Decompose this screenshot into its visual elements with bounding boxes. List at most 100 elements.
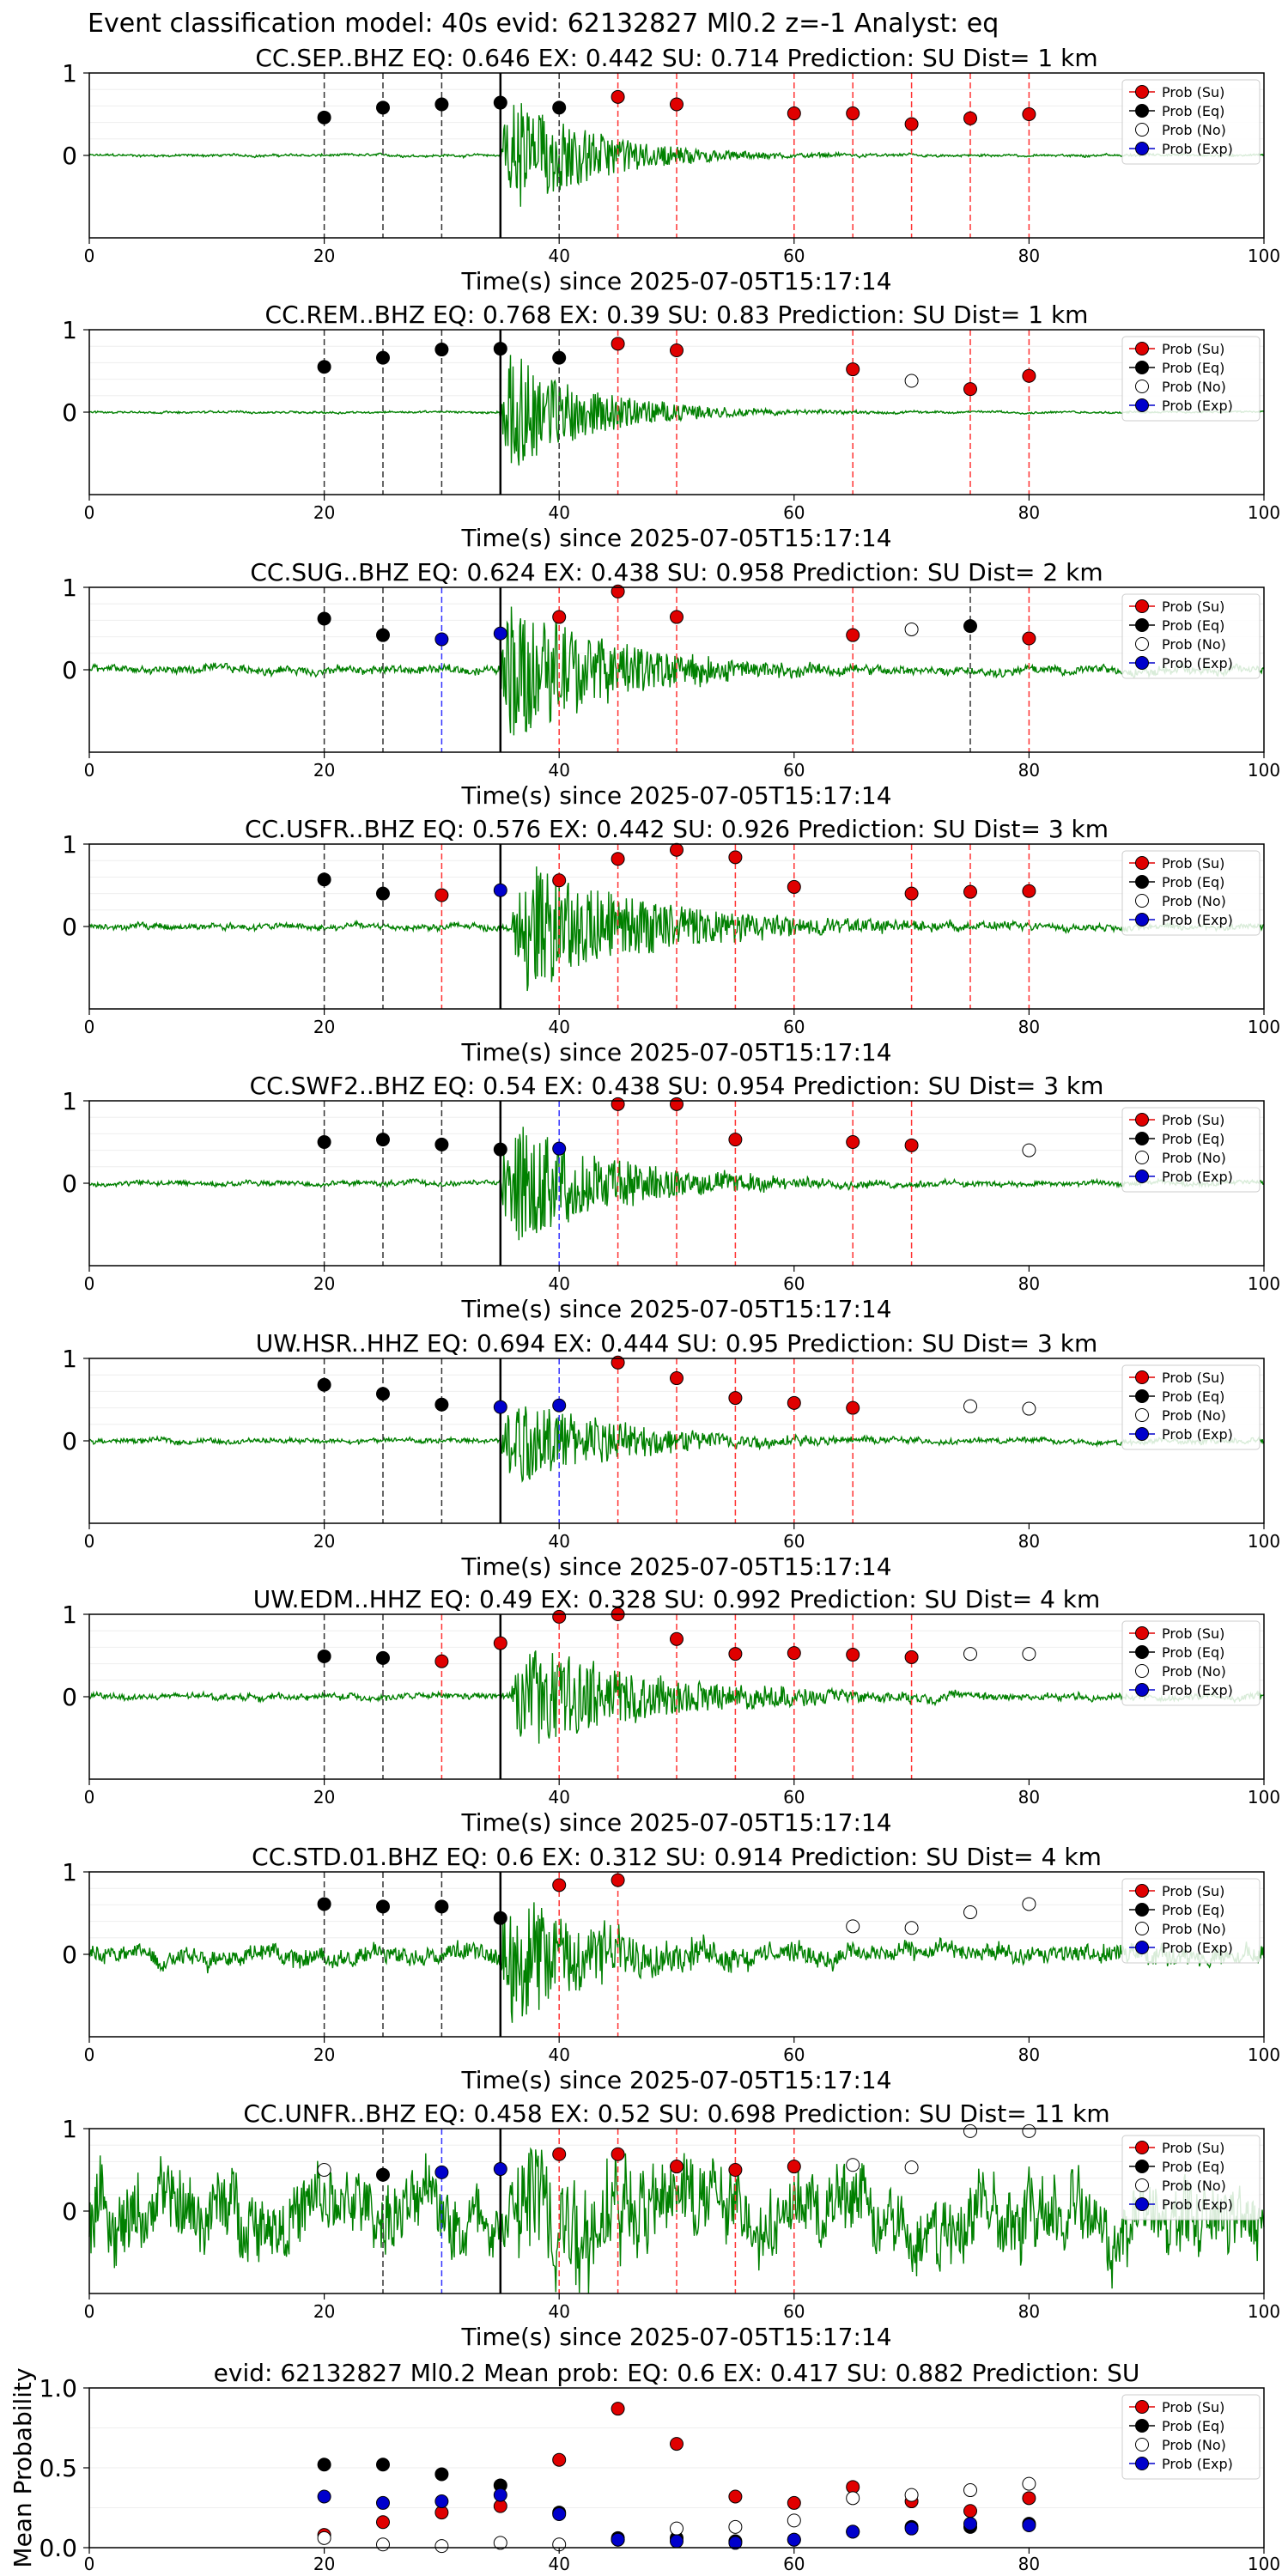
mean-panel-ytick-1: 1.0 xyxy=(39,2374,77,2403)
panel-8-ytick-0: 0 xyxy=(62,1941,77,1969)
panel-8-legend-marker-eq xyxy=(1135,1903,1149,1917)
panel-3-legend-label-su: Prob (Su) xyxy=(1162,598,1224,615)
panel-7-title: UW.EDM..HHZ EQ: 0.49 EX: 0.328 SU: 0.992… xyxy=(253,1585,1101,1613)
panel-1: CC.SEP..BHZ EQ: 0.646 EX: 0.442 SU: 0.71… xyxy=(62,44,1280,295)
mean-panel-title: evid: 62132827 Ml0.2 Mean prob: EQ: 0.6 … xyxy=(214,2359,1140,2387)
panel-6-point-80 xyxy=(1022,1401,1036,1416)
panel-7-xlabel: Time(s) since 2025-07-05T15:17:14 xyxy=(460,1808,891,1837)
mean-panel-legend-marker-eq xyxy=(1135,2419,1149,2433)
panel-4-legend-marker-su xyxy=(1135,856,1149,870)
panel-9-point-70 xyxy=(904,2160,919,2175)
mean-panel-point-exp-70 xyxy=(904,2521,919,2536)
panel-8-waveform xyxy=(88,1902,1265,2023)
mean-panel-point-exp-80 xyxy=(1022,2518,1036,2532)
panel-5-legend-label-eq: Prob (Eq) xyxy=(1162,1131,1224,1147)
mean-panel-point-no-70 xyxy=(904,2488,919,2502)
mean-panel-xtick-100: 100 xyxy=(1248,2554,1280,2574)
mean-panel-point-exp-20 xyxy=(317,2489,331,2504)
panel-2-title: CC.REM..BHZ EQ: 0.768 EX: 0.39 SU: 0.83 … xyxy=(265,301,1089,329)
panel-7-point-55 xyxy=(728,1647,743,1662)
panel-9-point-60 xyxy=(787,2160,801,2174)
panel-6-legend-label-su: Prob (Su) xyxy=(1162,1370,1224,1386)
panel-6-xtick-60: 60 xyxy=(783,1531,805,1552)
panel-4-xtick-40: 40 xyxy=(548,1017,569,1037)
panel-1-point-75 xyxy=(963,111,977,125)
panel-1-point-50 xyxy=(670,97,683,112)
panel-7-point-80 xyxy=(1022,1647,1036,1662)
panel-3-point-30 xyxy=(434,632,449,647)
panel-2-point-20 xyxy=(317,360,331,374)
panel-2-point-30 xyxy=(434,343,449,357)
panel-4-point-50 xyxy=(670,842,683,857)
panel-9-legend-label-su: Prob (Su) xyxy=(1162,2140,1224,2156)
panel-6-xtick-100: 100 xyxy=(1248,1531,1280,1552)
panel-2-xlabel: Time(s) since 2025-07-05T15:17:14 xyxy=(460,524,891,552)
panel-7-point-20 xyxy=(317,1649,331,1663)
panel-8-legend-label-su: Prob (Su) xyxy=(1162,1883,1224,1899)
panel-9-point-80 xyxy=(1022,2123,1036,2138)
panel-9-point-45 xyxy=(611,2147,625,2161)
panel-5-legend-marker-no xyxy=(1135,1151,1149,1164)
panel-6-legend-label-no: Prob (No) xyxy=(1162,1407,1226,1424)
panel-3-point-70 xyxy=(904,622,919,636)
panel-6-point-55 xyxy=(728,1391,743,1406)
panel-5-legend-label-exp: Prob (Exp) xyxy=(1162,1169,1233,1185)
mean-panel-point-su-45 xyxy=(611,2402,625,2416)
panel-8-point-30 xyxy=(434,1899,449,1914)
panel-6-xtick-20: 20 xyxy=(313,1531,335,1552)
mean-panel-xtick-60: 60 xyxy=(783,2554,805,2574)
panel-3-title: CC.SUG..BHZ EQ: 0.624 EX: 0.438 SU: 0.95… xyxy=(250,558,1103,586)
panel-1-point-65 xyxy=(846,106,860,121)
panel-9-legend-label-exp: Prob (Exp) xyxy=(1162,2196,1233,2213)
panel-9-point-75 xyxy=(963,2123,977,2138)
panel-1-point-40 xyxy=(552,100,567,115)
panel-8-legend-label-eq: Prob (Eq) xyxy=(1162,1902,1224,1918)
panel-1-legend-frame xyxy=(1121,79,1261,165)
panel-8-point-20 xyxy=(317,1897,331,1911)
panel-4-xlabel: Time(s) since 2025-07-05T15:17:14 xyxy=(460,1038,891,1066)
panel-8-point-65 xyxy=(846,1919,860,1934)
mean-panel-point-su-25 xyxy=(376,2515,390,2530)
panel-6-xtick-40: 40 xyxy=(548,1531,569,1552)
mean-panel-point-exp-50 xyxy=(670,2534,683,2549)
panel-7: UW.EDM..HHZ EQ: 0.49 EX: 0.328 SU: 0.992… xyxy=(62,1585,1280,1837)
panel-7-point-35 xyxy=(493,1636,507,1650)
panel-7-legend-label-exp: Prob (Exp) xyxy=(1162,1682,1233,1698)
panel-4-point-60 xyxy=(787,879,801,894)
panel-8-xlabel: Time(s) since 2025-07-05T15:17:14 xyxy=(460,2066,891,2094)
panel-1-xlabel: Time(s) since 2025-07-05T15:17:14 xyxy=(460,267,891,295)
panel-5-ytick-1: 1 xyxy=(62,1087,77,1115)
panel-4-point-80 xyxy=(1022,884,1036,898)
panel-2-legend-label-eq: Prob (Eq) xyxy=(1162,360,1224,376)
panel-3-xtick-60: 60 xyxy=(783,760,805,781)
panel-6-legend-marker-eq xyxy=(1135,1389,1149,1403)
mean-panel-point-no-25 xyxy=(376,2537,390,2552)
panel-7-legend-label-no: Prob (No) xyxy=(1162,1663,1226,1680)
panel-5-xtick-100: 100 xyxy=(1248,1273,1280,1294)
panel-2-point-25 xyxy=(376,350,390,365)
panel-5-legend-label-no: Prob (No) xyxy=(1162,1150,1226,1166)
panel-8-legend-label-no: Prob (No) xyxy=(1162,1921,1226,1937)
panel-8-xtick-40: 40 xyxy=(548,2044,569,2065)
panel-7-legend-label-eq: Prob (Eq) xyxy=(1162,1644,1224,1661)
panel-9-title: CC.UNFR..BHZ EQ: 0.458 EX: 0.52 SU: 0.69… xyxy=(243,2099,1109,2128)
panel-2-xtick-100: 100 xyxy=(1248,502,1280,523)
panel-2-xtick-0: 0 xyxy=(84,502,95,523)
panel-3: CC.SUG..BHZ EQ: 0.624 EX: 0.438 SU: 0.95… xyxy=(62,558,1280,810)
panel-5-point-55 xyxy=(728,1133,743,1147)
panel-9-ytick-1: 1 xyxy=(62,2115,77,2143)
panel-3-point-20 xyxy=(317,611,331,626)
mean-panel: evid: 62132827 Ml0.2 Mean prob: EQ: 0.6 … xyxy=(9,2359,1280,2574)
panel-1-point-80 xyxy=(1022,107,1036,121)
panel-9-xlabel: Time(s) since 2025-07-05T15:17:14 xyxy=(460,2323,891,2351)
mean-panel-point-no-75 xyxy=(963,2483,977,2498)
panel-5-legend-marker-exp xyxy=(1135,1170,1149,1183)
mean-panel-point-su-55 xyxy=(728,2489,743,2504)
mean-panel-point-su-50 xyxy=(670,2437,683,2451)
mean-panel-point-no-30 xyxy=(434,2539,449,2554)
panel-5-xtick-80: 80 xyxy=(1018,1273,1040,1294)
panel-6-xtick-0: 0 xyxy=(84,1531,95,1552)
panel-1-point-35 xyxy=(493,95,507,110)
panel-8-xtick-20: 20 xyxy=(313,2044,335,2065)
mean-panel-legend-marker-no xyxy=(1135,2438,1149,2451)
